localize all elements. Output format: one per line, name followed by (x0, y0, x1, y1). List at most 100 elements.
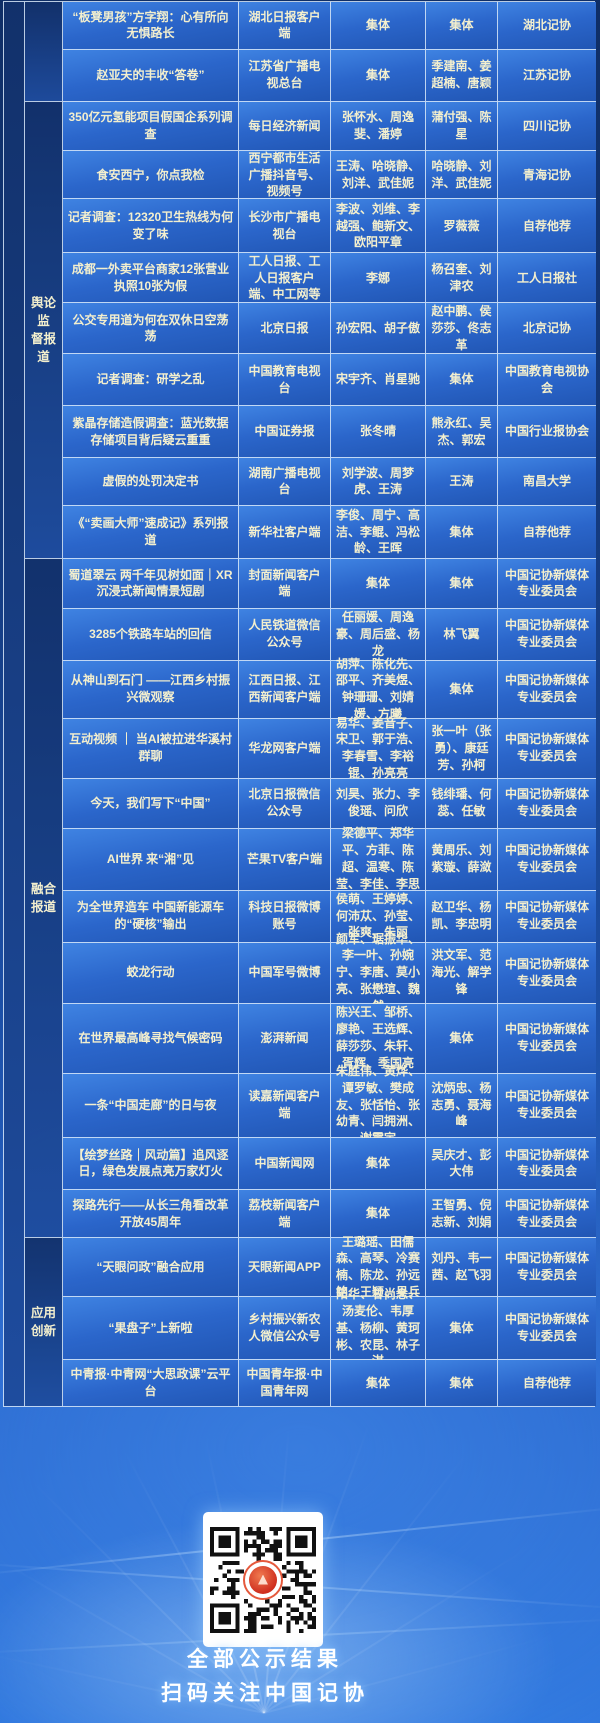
authors-cell: 孙宏阳、胡子傲 (331, 303, 426, 355)
category-column: 舆论监 督报道 融合 报道 应用 创新 (25, 2, 63, 1406)
recommenders-cell: 张一叶（张勇）、康廷芳、孙柯 (426, 718, 498, 779)
title-cell: 成都一外卖平台商家12张营业执照10张为假 (63, 253, 239, 304)
unit-cell: 中国记协新媒体专业委员会 (498, 1190, 596, 1239)
title-cell: 350亿元氢能项目假国企系列调查 (63, 101, 239, 152)
authors-cell: 易华、姜音子、宋卫、郭于浩、李春雪、李裕锟、孙亮亮 (331, 716, 426, 780)
table-row: AI世界 来“湘”见 芒果TV客户端 梁德平、郑华平、方菲、陈超、温寒、陈莹、李佳、… (63, 826, 596, 891)
awards-table: 舆论监 督报道 融合 报道 应用 创新 “板凳男孩”方字翔：心有所向无惧路长 湖北日报… (3, 1, 596, 1407)
outlet-cell: 江苏省广播电视总台 (239, 49, 331, 102)
recommenders-cell: 钱绯璠、何蕊、任敏 (426, 778, 498, 829)
unit-cell: 中国记协新媒体专业委员会 (498, 660, 596, 719)
outlet-cell: 人民铁道微信公众号 (239, 608, 331, 661)
title-cell: 记者调查：研学之乱 (63, 354, 239, 407)
table-row: 为全世界造车 中国新能源车的“硬核”输出 科技日报微博账号 侯萌、王婷婷、何沛苁、孙… (63, 890, 596, 943)
title-cell: 虚假的处罚决定书 (63, 458, 239, 506)
recommenders-cell: 集体 (426, 1003, 498, 1074)
recommenders-cell: 赵中鹏、侯莎莎、佟志革 (426, 303, 498, 355)
outlet-cell: 读嘉新闻客户端 (239, 1073, 331, 1138)
recommenders-cell: 刘丹、韦一茜、赵飞羽 (426, 1238, 498, 1298)
recommenders-cell: 季建南、姜超楠、唐颖 (426, 49, 498, 102)
recommenders-cell: 杨召奎、刘津农 (426, 253, 498, 304)
outlet-cell: 科技日报微博账号 (239, 890, 331, 943)
table-row: 成都一外卖平台商家12张营业执照10张为假 工人日报、工人日报客户端、中工网等 李娜… (63, 253, 596, 304)
footer-caption: 全部公示结果 扫码关注中国记协 (0, 1643, 530, 1710)
outlet-cell: 长沙市广播电视台 (239, 199, 331, 254)
table-row: 记者调查：研学之乱 中国教育电视台 宋宇齐、肖星驰 集体 中国教育电视协会 (63, 354, 596, 407)
unit-cell: 四川记协 (498, 101, 596, 152)
table-row: 赵亚夫的丰收“答卷” 江苏省广播电视总台 集体 季建南、姜超楠、唐颖 江苏记协 (63, 49, 596, 102)
table-row: 中青报·中青网“大思政课”云平台 中国青年报·中国青年网 集体 集体 自荐他荐 (63, 1360, 596, 1406)
title-cell: 互动视频 ｜ 当AI被拉进华溪村群聊 (63, 718, 239, 779)
unit-cell: 中国记协新媒体专业委员会 (498, 558, 596, 609)
recommenders-cell: 集体 (426, 505, 498, 559)
table-row: 3285个铁路车站的回信 人民铁道微信公众号 任丽媛、周逸豪、周后盛、杨龙 林飞翼 中国… (63, 608, 596, 661)
authors-cell: 侯萌、王婷婷、何沛苁、孙莹、张爽、朱丽 (331, 890, 426, 943)
unit-cell: 中国行业报协会 (498, 406, 596, 459)
unit-cell: 中国记协新媒体专业委员会 (498, 1073, 596, 1138)
unit-cell: 湖北记协 (498, 2, 596, 50)
recommenders-cell: 集体 (426, 660, 498, 719)
recommenders-cell: 集体 (426, 558, 498, 609)
table-row: 食安西宁，你点我检 西宁都市生活广播抖音号、视频号 王涛、哈晓静、刘洋、武佳妮 哈晓静… (63, 151, 596, 200)
qr-code (210, 1526, 316, 1633)
authors-cell: 集体 (331, 1190, 426, 1239)
award-level-column (4, 2, 25, 1406)
outlet-cell: 北京日报 (239, 303, 331, 355)
table-row: 今天，我们写下“中国” 北京日报微信公众号 刘昊、张力、李俊瑶、问欣 钱绯璠、何蕊、任… (63, 778, 596, 829)
unit-cell: 自荐他荐 (498, 505, 596, 559)
association-seal-icon (243, 1559, 283, 1600)
authors-cell: 梁德平、郑华平、方菲、陈超、温寒、陈莹、李佳、李思 (331, 826, 426, 891)
title-cell: 蜀道翠云 两千年见树如面｜XR沉浸式新闻情景短剧 (63, 558, 239, 609)
title-cell: 中青报·中青网“大思政课”云平台 (63, 1360, 239, 1406)
outlet-cell: 华龙网客户端 (239, 718, 331, 779)
authors-cell: 集体 (331, 558, 426, 609)
unit-cell: 中国记协新媒体专业委员会 (498, 778, 596, 829)
recommenders-cell: 哈晓静、刘洋、武佳妮 (426, 151, 498, 200)
title-cell: “天眼问政”融合应用 (63, 1238, 239, 1298)
recommenders-cell: 集体 (426, 1297, 498, 1361)
authors-cell: 集体 (331, 2, 426, 50)
title-cell: 【绘梦丝路｜风动篇】追风逐日，绿色发展点亮万家灯火 (63, 1137, 239, 1191)
category-cell: 融合 报道 (25, 559, 63, 1239)
outlet-cell: 江西日报、江西新闻客户端 (239, 660, 331, 719)
unit-cell: 中国记协新媒体专业委员会 (498, 1137, 596, 1191)
unit-cell: 工人日报社 (498, 253, 596, 304)
unit-cell: 江苏记协 (498, 49, 596, 102)
authors-cell: 集体 (331, 1360, 426, 1406)
recommenders-cell: 熊永红、吴杰、郭宏 (426, 406, 498, 459)
recommenders-cell: 集体 (426, 354, 498, 407)
table-row: “天眼问政”融合应用 天眼新闻APP 王璐瑶、田儒森、高琴、冷赛楠、陈龙、孙远铭、王… (63, 1235, 596, 1299)
unit-cell: 青海记协 (498, 151, 596, 200)
title-cell: 今天，我们写下“中国” (63, 778, 239, 829)
outlet-cell: 中国教育电视台 (239, 354, 331, 407)
authors-cell: 李俊、周宁、高洁、李鲲、冯松龄、王晖 (331, 505, 426, 559)
outlet-cell: 芒果TV客户端 (239, 828, 331, 891)
unit-cell: 南昌大学 (498, 458, 596, 506)
outlet-cell: 乡村振兴新农人微信公众号 (239, 1297, 331, 1361)
recommenders-cell: 王涛 (426, 458, 498, 506)
authors-cell: 李娜 (331, 253, 426, 304)
authors-cell: 任丽媛、周逸豪、周后盛、杨龙 (331, 608, 426, 661)
unit-cell: 中国记协新媒体专业委员会 (498, 608, 596, 661)
recommenders-cell: 洪文军、范海光、解学锋 (426, 942, 498, 1004)
title-cell: 蛟龙行动 (63, 942, 239, 1004)
outlet-cell: 中国青年报·中国青年网 (239, 1360, 331, 1406)
category-cell (25, 2, 63, 102)
outlet-cell: 中国证券报 (239, 406, 331, 459)
authors-cell: 颜军、琚振华、李一叶、孙婉宁、李唐、莫小亮、张懋瑄、魏然 (331, 932, 426, 1013)
table-row: 公交专用道为何在双休日空荡荡 北京日报 孙宏阳、胡子傲 赵中鹏、侯莎莎、佟志革 北京记协 (63, 303, 596, 355)
authors-cell: 刘学波、周梦虎、王涛 (331, 458, 426, 506)
unit-cell: 自荐他荐 (498, 199, 596, 254)
table-row: 从神山到石门 ——江西乡村振兴微观察 江西日报、江西新闻客户端 胡萍、陈化先、邵平、… (63, 657, 596, 721)
title-cell: 探路先行——从长三角看改革开放45周年 (63, 1190, 239, 1239)
authors-cell: 宋宇齐、肖星驰 (331, 354, 426, 407)
unit-cell: 中国记协新媒体专业委员会 (498, 1238, 596, 1298)
table-row: 【绘梦丝路｜风动篇】追风逐日，绿色发展点亮万家灯火 中国新闻网 集体 吴庆才、彭大伟中… (63, 1137, 596, 1191)
outlet-cell: 湖北日报客户端 (239, 2, 331, 50)
title-cell: 一条“中国走廊”的日与夜 (63, 1073, 239, 1138)
footer-line-1: 全部公示结果 (187, 1648, 343, 1671)
title-cell: 公交专用道为何在双休日空荡荡 (63, 303, 239, 355)
unit-cell: 中国记协新媒体专业委员会 (498, 828, 596, 891)
recommenders-cell: 罗薇薇 (426, 199, 498, 254)
title-cell: AI世界 来“湘”见 (63, 828, 239, 891)
